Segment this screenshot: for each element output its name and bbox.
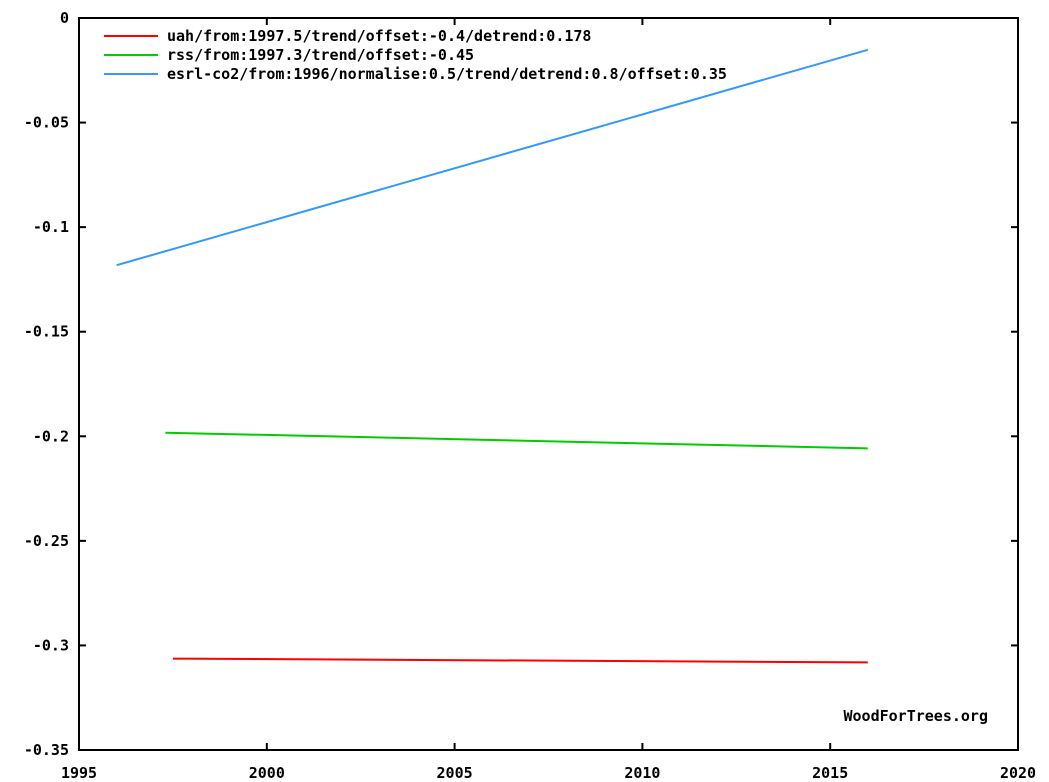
y-tick-label: -0.1: [33, 218, 69, 236]
watermark-annotation: WoodForTrees.org: [844, 707, 989, 725]
y-tick-label: -0.15: [24, 323, 69, 341]
x-tick-label: 2010: [624, 764, 660, 782]
series-line-0: [172, 657, 868, 664]
series-line-1: [165, 431, 868, 450]
x-tick-label: 2000: [249, 764, 285, 782]
x-tick-label: 2020: [1000, 764, 1036, 782]
y-tick-label: -0.3: [33, 636, 69, 654]
x-tick-label: 2015: [812, 764, 848, 782]
y-tick-label: -0.35: [24, 741, 69, 759]
y-tick-label: -0.2: [33, 427, 69, 445]
legend: uah/from:1997.5/trend/offset:-0.4/detren…: [104, 27, 727, 83]
y-tick-label: -0.05: [24, 114, 69, 132]
legend-label-1: rss/from:1997.3/trend/offset:-0.45: [167, 46, 474, 64]
x-tick-label: 2005: [437, 764, 473, 782]
y-tick-label: -0.25: [24, 532, 69, 550]
y-tick-label: 0: [60, 9, 69, 27]
legend-label-2: esrl-co2/from:1996/normalise:0.5/trend/d…: [167, 65, 727, 83]
series-lines: [116, 48, 869, 664]
x-axis-ticks: 1995 2000 2005 2010 2015 2020: [61, 18, 1036, 782]
plot-area: [78, 17, 1019, 751]
legend-label-0: uah/from:1997.5/trend/offset:-0.4/detren…: [167, 27, 591, 45]
x-tick-label: 1995: [61, 764, 97, 782]
series-line-2: [116, 48, 869, 267]
y-axis-ticks: 0 -0.05 -0.1 -0.15 -0.2 -0.25 -0.3 -0.35: [24, 9, 1018, 759]
